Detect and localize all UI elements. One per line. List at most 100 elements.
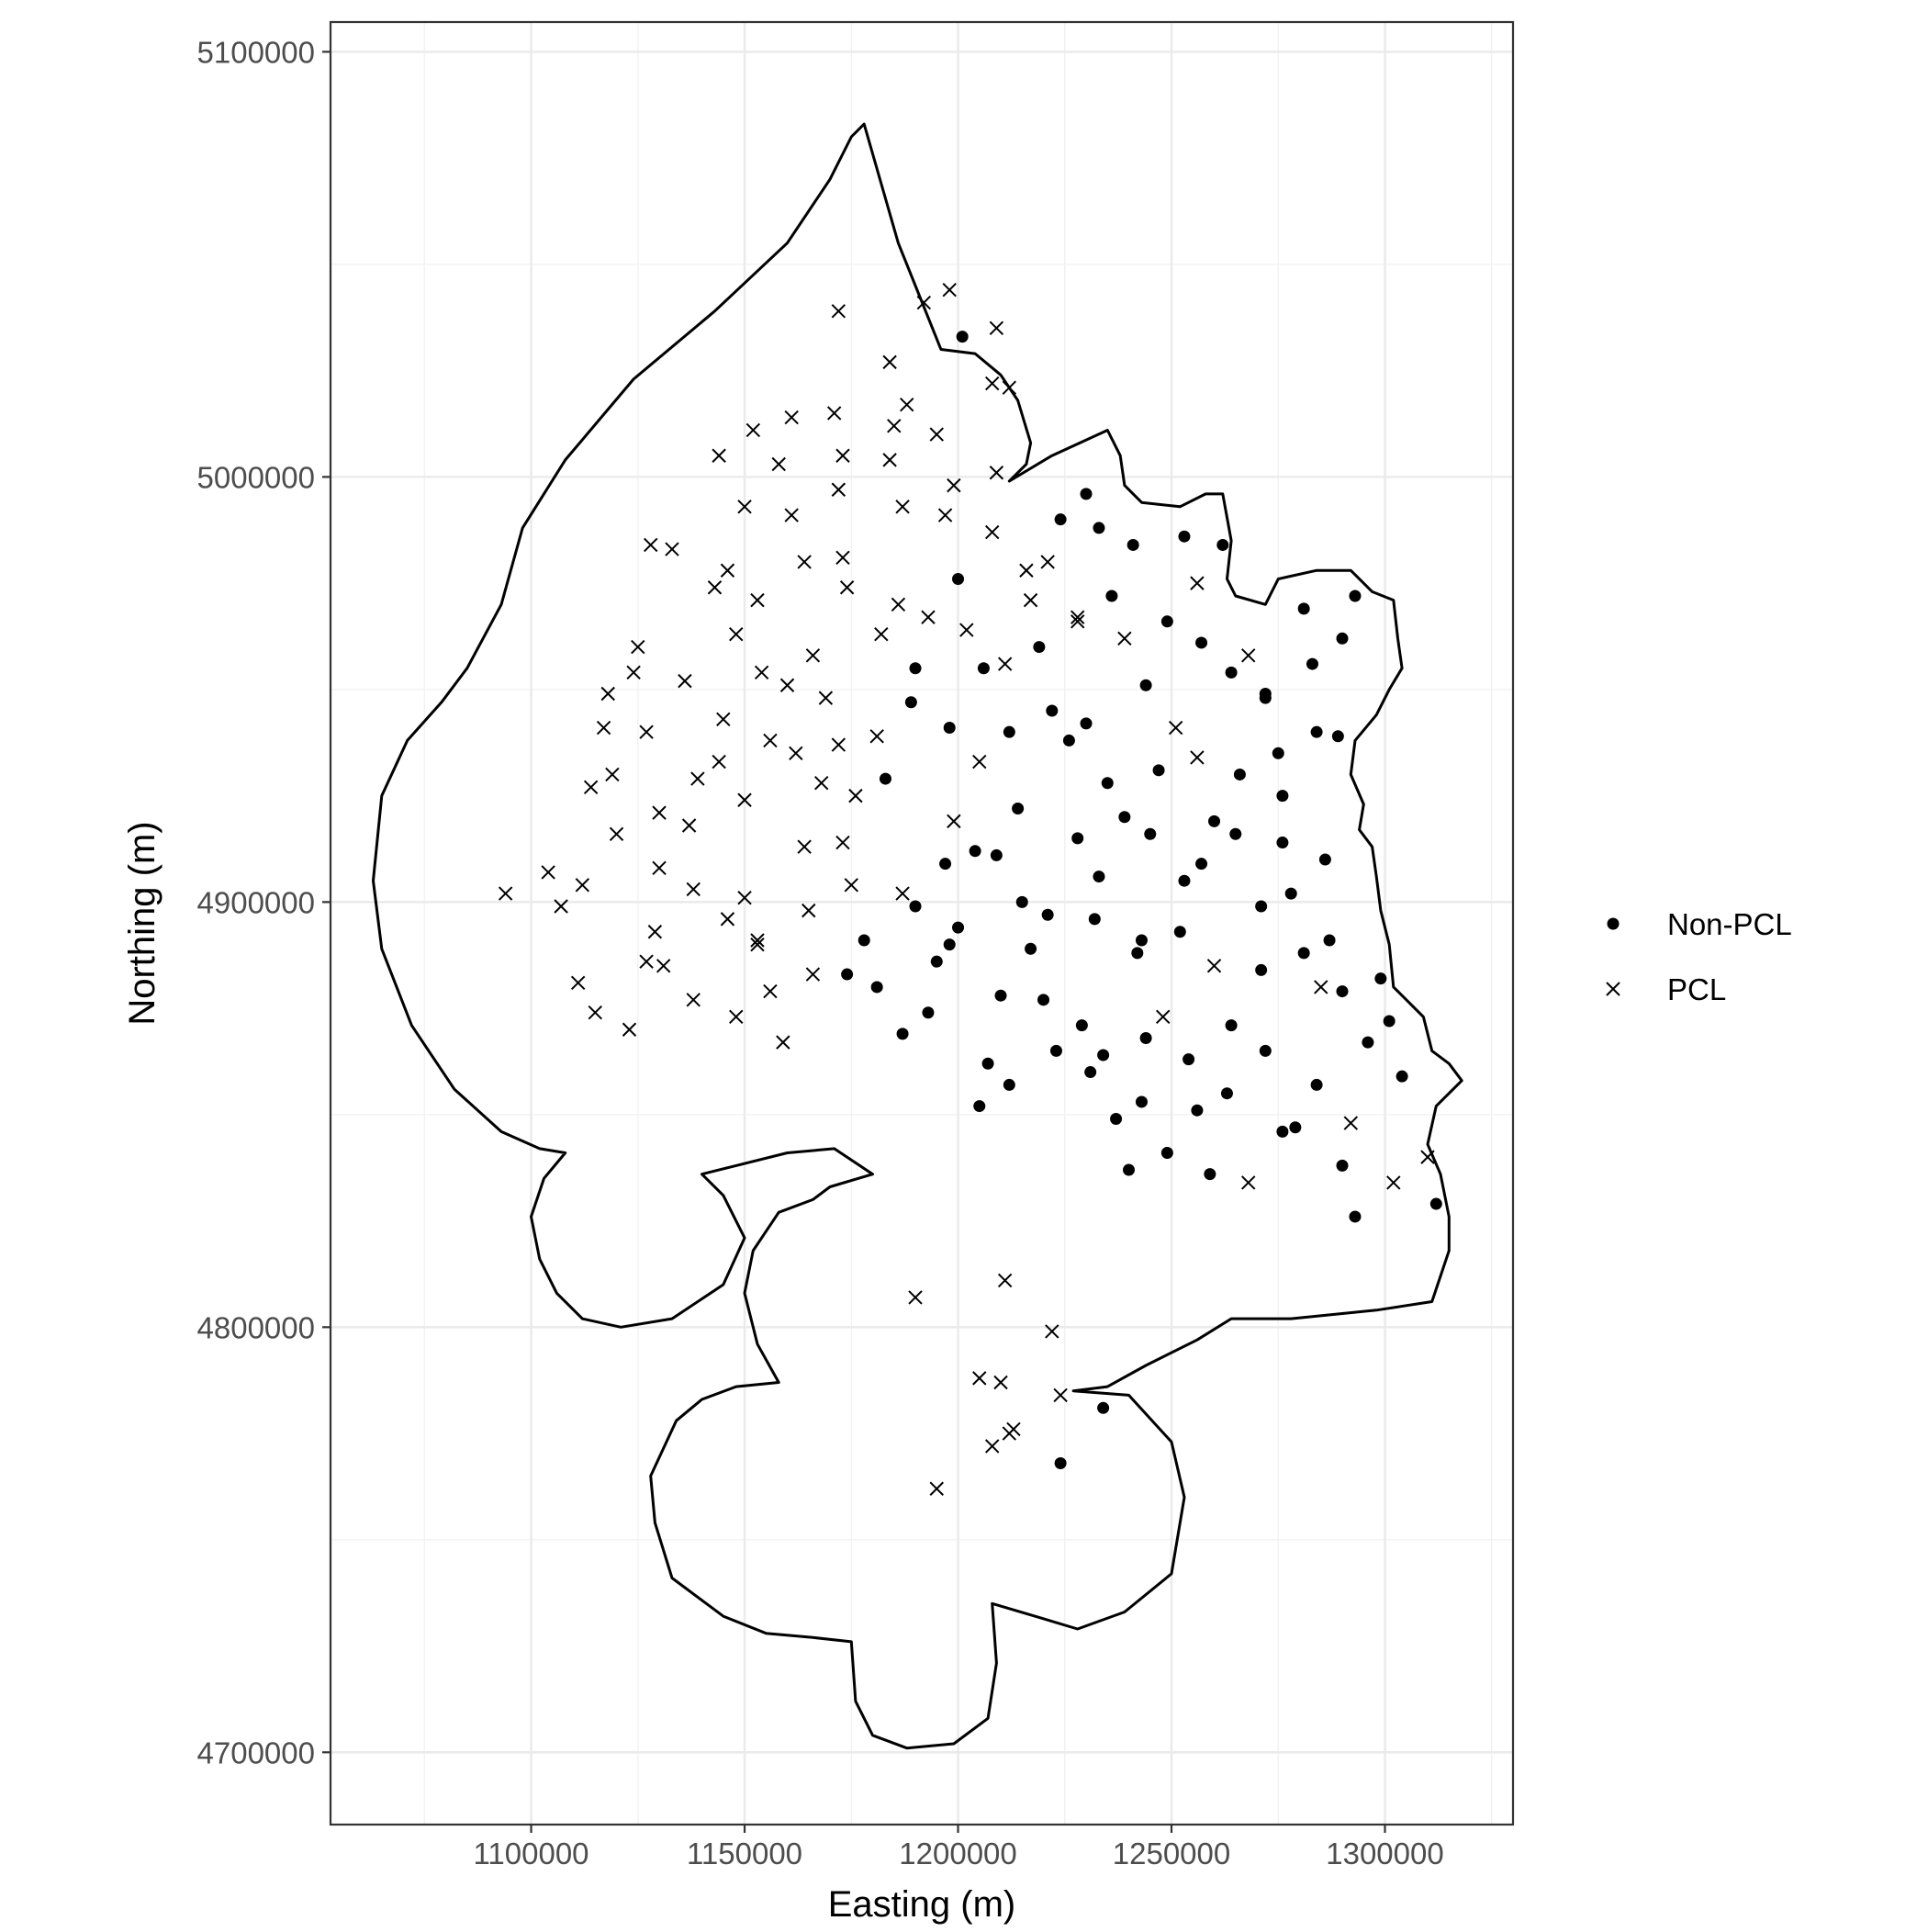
point-non-pcl	[922, 1006, 935, 1019]
point-non-pcl	[952, 921, 965, 934]
point-non-pcl	[1025, 942, 1037, 955]
point-pcl	[985, 1439, 1000, 1454]
point-pcl	[554, 899, 568, 914]
point-non-pcl	[1216, 538, 1229, 551]
point-non-pcl	[1012, 802, 1025, 814]
point-non-pcl	[1349, 1210, 1362, 1223]
point-non-pcl	[1225, 666, 1238, 679]
point-pcl	[826, 406, 842, 421]
point-pcl	[869, 729, 884, 744]
point-pcl	[839, 580, 855, 595]
point-non-pcl	[1297, 947, 1310, 960]
point-non-pcl	[1062, 734, 1075, 747]
point-non-pcl	[1259, 691, 1272, 704]
point-pcl	[639, 954, 654, 969]
point-pcl	[622, 1022, 637, 1037]
point-pcl	[541, 865, 555, 880]
point-non-pcl	[1276, 790, 1289, 803]
point-pcl	[1019, 563, 1034, 578]
point-pcl	[737, 792, 752, 807]
point-non-pcl	[1208, 814, 1221, 827]
point-non-pcl	[858, 934, 870, 947]
point-non-pcl	[1110, 1112, 1123, 1125]
point-non-pcl	[1255, 900, 1268, 913]
plot-panel-border	[329, 20, 1515, 1826]
point-non-pcl	[1084, 1066, 1097, 1079]
point-non-pcl	[977, 662, 990, 675]
point-pcl	[600, 686, 615, 702]
point-non-pcl	[1310, 725, 1323, 738]
point-non-pcl	[1160, 1147, 1173, 1160]
data-points	[498, 282, 1442, 1496]
x-tick-label: 1300000	[1326, 1837, 1443, 1870]
point-pcl	[985, 376, 1000, 391]
point-non-pcl	[1173, 926, 1186, 938]
point-non-pcl	[1289, 1121, 1302, 1134]
point-non-pcl	[1037, 994, 1050, 1006]
point-pcl	[626, 665, 641, 680]
point-pcl	[805, 967, 821, 982]
y-tick-label: 4800000	[197, 1310, 315, 1344]
y-tick-label: 5000000	[197, 460, 315, 494]
point-pcl	[929, 1481, 944, 1496]
point-non-pcl	[1336, 985, 1349, 998]
point-pcl	[686, 882, 701, 897]
point-pcl	[997, 657, 1013, 671]
point-pcl	[797, 555, 812, 569]
point-non-pcl	[1383, 1015, 1396, 1028]
point-non-pcl	[841, 968, 854, 981]
point-pcl	[942, 282, 957, 298]
x-axis-title: Easting (m)	[828, 1884, 1016, 1925]
point-pcl	[882, 354, 897, 370]
point-pcl	[797, 839, 812, 854]
point-non-pcl	[969, 845, 981, 858]
point-non-pcl	[1097, 1401, 1110, 1414]
point-non-pcl	[1229, 827, 1242, 840]
point-non-pcl	[1349, 590, 1362, 602]
point-pcl	[1002, 1426, 1017, 1441]
point-pcl	[835, 448, 850, 463]
point-pcl	[1190, 750, 1205, 765]
point-non-pcl	[1396, 1070, 1408, 1083]
point-non-pcl	[943, 938, 956, 951]
point-pcl	[835, 835, 850, 850]
y-axis-title: Northing (m)	[122, 821, 163, 1025]
point-pcl	[848, 788, 863, 803]
point-pcl	[900, 397, 914, 412]
point-pcl	[947, 477, 961, 493]
point-pcl	[784, 410, 799, 425]
point-non-pcl	[1160, 615, 1173, 628]
point-non-pcl	[1127, 538, 1139, 551]
point-pcl	[1386, 1175, 1401, 1190]
point-pcl	[1343, 1116, 1359, 1130]
region-boundary	[372, 122, 1463, 1750]
point-non-pcl	[1071, 832, 1084, 845]
point-pcl	[835, 550, 850, 566]
point-pcl	[1206, 959, 1222, 973]
axes: 1100000 1150000 1200000 1250000 1300000 47000…	[197, 35, 1444, 1870]
point-pcl	[639, 724, 654, 739]
point-non-pcl	[896, 1028, 909, 1040]
point-pcl	[570, 975, 586, 991]
point-pcl	[937, 508, 953, 522]
point-non-pcl	[1362, 1036, 1374, 1049]
point-pcl	[887, 419, 902, 433]
point-non-pcl	[1191, 1104, 1204, 1117]
point-pcl	[972, 1371, 987, 1386]
point-non-pcl	[870, 981, 883, 994]
point-non-pcl	[1054, 1456, 1067, 1469]
point-non-pcl	[1195, 858, 1208, 871]
point-non-pcl	[1336, 1159, 1349, 1172]
point-pcl	[801, 903, 816, 918]
point-pcl	[1241, 1175, 1256, 1190]
point-non-pcl	[1220, 1087, 1233, 1100]
point-pcl	[720, 563, 735, 578]
point-pcl	[1420, 1150, 1435, 1164]
point-pcl	[882, 453, 897, 467]
point-non-pcl	[939, 858, 952, 871]
x-tick-label: 1200000	[899, 1837, 1016, 1870]
point-non-pcl	[1429, 1197, 1442, 1210]
point-non-pcl	[1323, 934, 1336, 947]
